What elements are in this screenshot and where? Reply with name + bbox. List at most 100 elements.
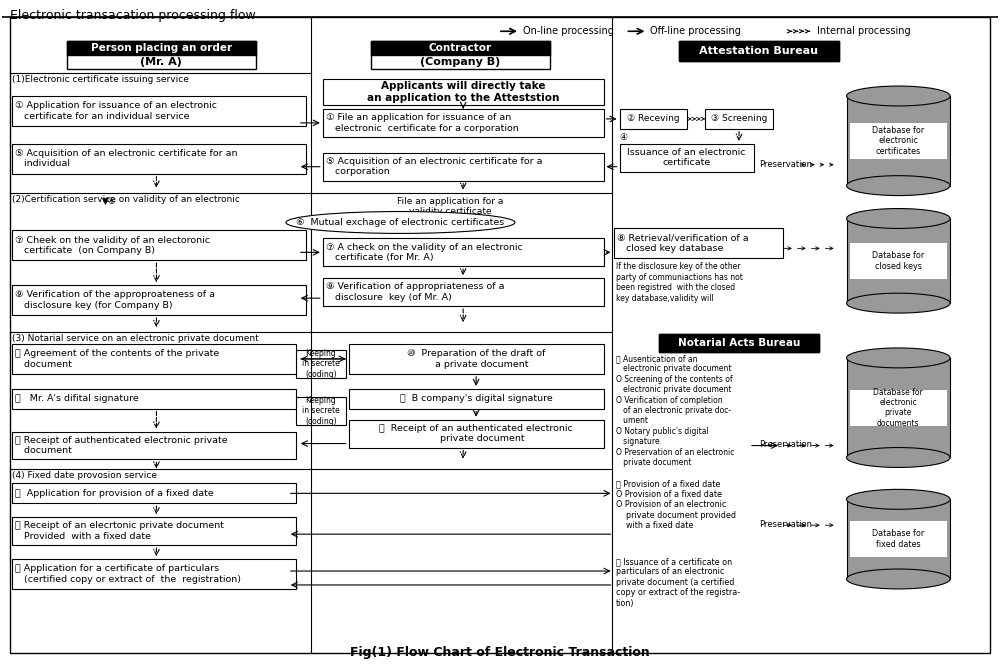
Text: On-line processing: On-line processing [523,26,614,36]
Text: (4) Fixed date provosion service: (4) Fixed date provosion service [12,472,157,480]
Text: ⑲ Application for a certificate of particulars
   (certified copy or extract of : ⑲ Application for a certificate of parti… [15,564,241,584]
Bar [371,41,550,69]
Text: (3) Notarial service on an electronic private document: (3) Notarial service on an electronic pr… [12,334,259,343]
Bar [850,521,947,557]
Ellipse shape [847,448,950,468]
Ellipse shape [847,209,950,228]
Bar [323,109,604,137]
Text: Database for
closed keys: Database for closed keys [872,251,924,270]
Bar [12,96,306,126]
Text: ② Receving: ② Receving [627,114,680,123]
Text: (1)Electronic certificate issuing service: (1)Electronic certificate issuing servic… [12,75,189,84]
Text: Preservation: Preservation [759,440,812,449]
Ellipse shape [847,348,950,368]
Bar [620,109,687,129]
Text: (2)Certification service on validity of an electronic: (2)Certification service on validity of … [12,195,240,203]
Bar [323,153,604,180]
Bar [12,559,296,589]
Text: Database for
fixed dates: Database for fixed dates [872,529,924,549]
Bar [296,397,346,425]
Bar [614,228,783,258]
Text: Preservation: Preservation [759,520,812,529]
Bar [349,389,604,409]
Text: ⑭ Ausentication of an
   electronic private document
O Screening of the contents: ⑭ Ausentication of an electronic private… [616,354,734,467]
Text: ③ Screening: ③ Screening [711,114,767,123]
Text: Keeping
in secrete
(coding): Keeping in secrete (coding) [302,396,340,425]
Text: Internal processing: Internal processing [817,26,910,36]
Bar [847,219,950,303]
Bar [323,238,604,266]
Text: File an application for a
validity certificate: File an application for a validity certi… [397,197,503,216]
Text: Database for
electronic
certificates: Database for electronic certificates [872,126,924,156]
Text: ⑬  B company's digital signature: ⑬ B company's digital signature [400,395,552,403]
Text: ④: ④ [620,133,628,142]
Bar [850,123,947,159]
Text: ⑦ Cheek on the validity of an electoronic
   certificate  (on Company B): ⑦ Cheek on the validity of an electoroni… [15,236,210,255]
Bar [847,499,950,579]
Ellipse shape [847,176,950,195]
Text: Database for
electronic
private
documents: Database for electronic private document… [873,388,923,428]
Bar [67,41,256,55]
Bar [12,285,306,315]
Ellipse shape [847,86,950,106]
Bar [659,334,819,352]
Bar [850,243,947,278]
Bar [847,96,950,186]
Ellipse shape [847,489,950,509]
Ellipse shape [286,211,515,234]
Bar [679,41,839,61]
Bar [12,344,296,374]
Bar [12,230,306,260]
Bar [659,334,819,352]
Bar [296,350,346,378]
Bar [620,144,754,172]
Bar [349,419,604,448]
Text: ⑮ Receipt of authenticated electronic private
   document: ⑮ Receipt of authenticated electronic pr… [15,436,228,455]
Text: ① File an application for issuance of an
   electronic  certificate for a corpor: ① File an application for issuance of an… [326,113,518,133]
Text: Keeping
in secrete
(coding): Keeping in secrete (coding) [302,349,340,379]
Text: Contractor: Contractor [429,43,492,53]
Bar [12,517,296,545]
Bar [12,431,296,460]
Text: (Mr. A): (Mr. A) [140,57,182,67]
Bar [371,41,550,55]
Text: Notarial Acts Bureau: Notarial Acts Bureau [678,338,800,348]
Text: Person placing an order: Person placing an order [91,43,232,53]
Text: ⑧ Retrieval/verification of a
   closed key database: ⑧ Retrieval/verification of a closed key… [617,234,748,253]
Text: Fig(1) Flow Chart of Electronic Transaction: Fig(1) Flow Chart of Electronic Transact… [350,646,650,659]
Bar [847,358,950,458]
Text: ⑰ Provision of a fixed date
O Provision of a fixed date
O Provision of an electr: ⑰ Provision of a fixed date O Provision … [616,479,736,530]
Text: Preservation: Preservation [759,160,812,169]
Bar [323,79,604,105]
Text: ⑫   Mr. A's difital signature: ⑫ Mr. A's difital signature [15,395,139,403]
Text: ⑤ Acquisition of an electronic certificate for a
   corporation: ⑤ Acquisition of an electronic certifica… [326,157,542,176]
Text: ⑪ Agreement of the contents of the private
   document: ⑪ Agreement of the contents of the priva… [15,349,219,368]
Text: Electronic transacation processing flow: Electronic transacation processing flow [10,9,256,22]
Text: ① Application for issuance of an electronic
   certificate for an individual ser: ① Application for issuance of an electro… [15,101,217,121]
Bar [12,144,306,174]
Ellipse shape [847,293,950,313]
Text: ⑦ A check on the validity of an electronic
   certificate (for Mr. A): ⑦ A check on the validity of an electron… [326,243,522,262]
Text: ⑱ Receipt of an elecrtonic private document
   Provided  with a fixed date: ⑱ Receipt of an elecrtonic private docum… [15,521,224,541]
Bar [705,109,773,129]
Text: ⑯  Application for provision of a fixed date: ⑯ Application for provision of a fixed d… [15,489,214,498]
Text: ⑩  Preparation of the draft of
    a private document: ⑩ Preparation of the draft of a private … [407,349,545,368]
Bar [12,389,296,409]
Text: Attestation Bureau: Attestation Bureau [699,46,818,56]
Text: Issuance of an electronic
certificate: Issuance of an electronic certificate [627,148,746,168]
Text: Off-line processing: Off-line processing [650,26,741,36]
Text: ⑤ Acquisition of an electronic certificate for an
   individual: ⑤ Acquisition of an electronic certifica… [15,149,238,168]
Text: ⑮  Receipt of an authenticated electronic
    private document: ⑮ Receipt of an authenticated electronic… [379,424,573,444]
Ellipse shape [847,569,950,589]
Bar [349,344,604,374]
Bar [323,278,604,306]
Text: ⑳ Issuance of a certificate on
particulars of an electronic
private document (a : ⑳ Issuance of a certificate on particula… [616,557,740,608]
Text: ▼⑥: ▼⑥ [102,197,117,205]
Bar [679,41,839,61]
Text: ⑨ Verification of the approproateness of a
   disclosure key (for Company B): ⑨ Verification of the approproateness of… [15,291,215,310]
Text: ⑨ Verification of appropriateness of a
   disclosure  key (of Mr. A): ⑨ Verification of appropriateness of a d… [326,282,504,302]
Text: If the disclosure key of the other
party of communiactions has not
been registre: If the disclosure key of the other party… [616,262,742,303]
Bar [12,483,296,503]
Text: (Company B): (Company B) [420,57,500,67]
Text: Applicants will directly take
an application to the Atteststion: Applicants will directly take an applica… [367,81,559,103]
